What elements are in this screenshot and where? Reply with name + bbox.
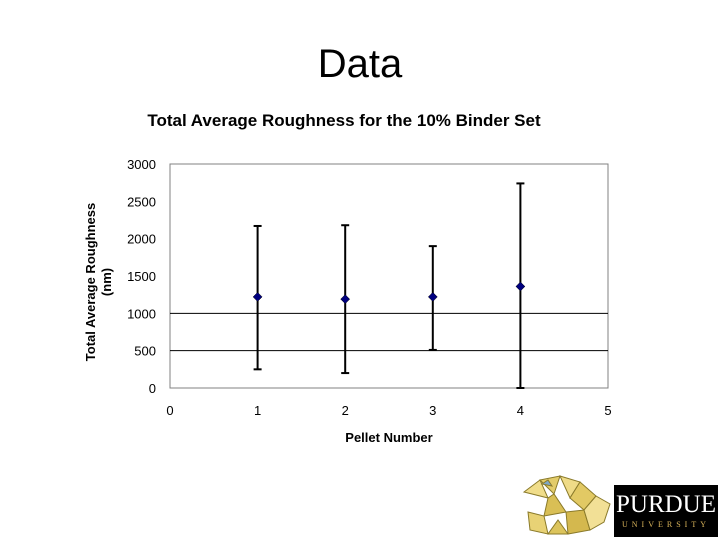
logo-subtitle: UNIVERSITY: [622, 520, 710, 529]
x-tick-label: 0: [166, 403, 173, 418]
y-tick-label: 1000: [127, 306, 156, 321]
x-tick-label: 5: [604, 403, 611, 418]
y-tick-label: 2000: [127, 232, 156, 247]
logo-name: PURDUE: [615, 491, 716, 518]
x-tick-label: 4: [517, 403, 524, 418]
purdue-logo: PURDUE UNIVERSITY: [614, 485, 718, 537]
y-tick-label: 3000: [127, 157, 156, 172]
x-tick-label: 2: [342, 403, 349, 418]
data-point-marker: [427, 292, 438, 302]
data-point-marker: [252, 292, 263, 302]
y-tick-label: 500: [134, 344, 156, 359]
y-tick-label: 2500: [127, 194, 156, 209]
x-axis-title: Pellet Number: [345, 430, 432, 445]
x-tick-label: 3: [429, 403, 436, 418]
y-axis-title-line-2: (nm): [99, 268, 114, 296]
y-axis-title-line-1: Total Average Roughness: [83, 203, 98, 361]
y-tick-label: 1500: [127, 269, 156, 284]
data-point-marker: [340, 294, 351, 305]
chart-title: Total Average Roughness for the 10% Bind…: [147, 111, 541, 130]
x-tick-label: 1: [254, 403, 261, 418]
plot-area: [169, 163, 609, 389]
slide-title: Data: [317, 42, 403, 86]
y-tick-label: 0: [149, 381, 156, 396]
data-point-marker: [515, 281, 526, 292]
crystal-structure-graphic: [522, 475, 611, 535]
